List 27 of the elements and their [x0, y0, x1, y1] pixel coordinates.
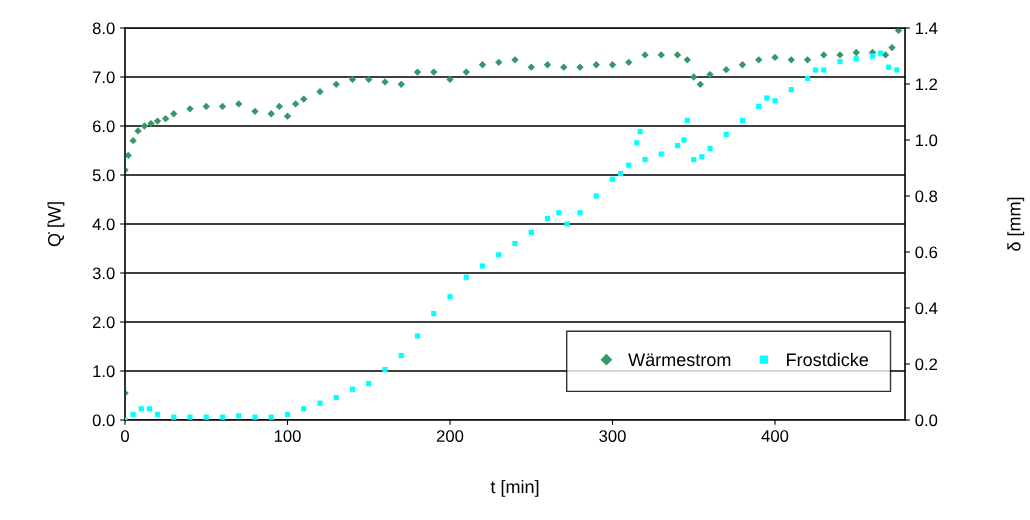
x-tick-label: 300: [599, 430, 626, 442]
y2-tick-label: 1.2: [915, 78, 938, 91]
x-tick-label: 200: [436, 430, 464, 442]
x-axis-title: t [min]: [490, 479, 539, 497]
y2-tick-label: 1.4: [915, 22, 938, 35]
y2-tick-label: 0.6: [915, 246, 938, 259]
y2-tick-label: 0.2: [915, 358, 938, 371]
y-axis-title: Q̇ [W]: [47, 202, 65, 247]
y-tick-label: 3.0: [92, 267, 115, 280]
x-tick-label: 100: [274, 430, 301, 442]
x-tick-label: 400: [761, 430, 789, 442]
y-tick-label: 2.0: [92, 316, 115, 329]
y2-tick-label: 0.8: [915, 190, 938, 203]
y-tick-label: 8.0: [92, 22, 115, 35]
y-tick-label: 6.0: [92, 120, 115, 133]
y-tick-label: 1.0: [93, 365, 115, 378]
legend-label: Frostdicke: [787, 352, 869, 367]
y2-tick-label: 0.4: [915, 302, 938, 315]
y2-tick-label: 0.0: [915, 414, 938, 427]
x-tick-label: 0: [121, 430, 129, 442]
y-tick-label: 7.0: [92, 71, 115, 84]
y2-axis-title: δ [mm]: [1007, 197, 1025, 251]
legend-label: Wärmestrom: [628, 353, 731, 367]
y-tick-label: 4.0: [92, 218, 115, 231]
y2-tick-label: 1.0: [915, 134, 938, 147]
y-tick-label: 0.0: [92, 414, 115, 427]
y-tick-label: 5.0: [92, 169, 115, 182]
